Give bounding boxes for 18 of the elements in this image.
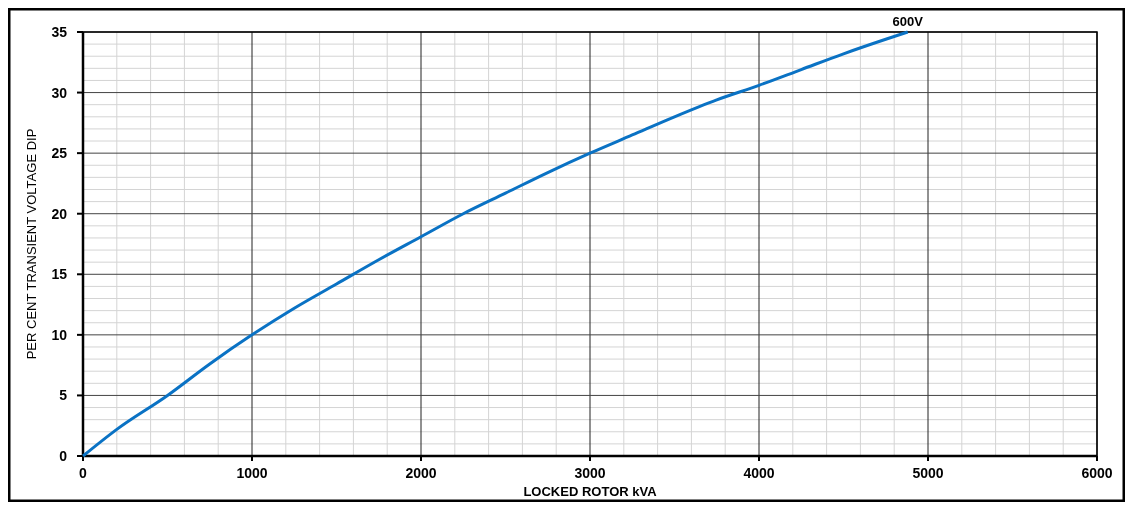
x-tick-label: 1000 xyxy=(236,465,268,481)
x-tick-label: 5000 xyxy=(912,465,944,481)
y-tick-label: 25 xyxy=(51,145,68,162)
x-tick-label: 6000 xyxy=(1081,465,1113,481)
series-label: 600V xyxy=(892,14,924,29)
x-tick-label: 2000 xyxy=(405,465,437,481)
x-tick-label: 3000 xyxy=(574,465,606,481)
y-tick-label: 5 xyxy=(59,387,68,404)
y-axis-title: PER CENT TRANSIENT VOLTAGE DIP xyxy=(24,128,39,360)
y-tick-label: 0 xyxy=(59,448,68,464)
y-tick-label: 10 xyxy=(51,326,68,343)
x-tick-label: 4000 xyxy=(743,465,775,481)
y-tick-label: 20 xyxy=(51,205,68,222)
x-axis-title: LOCKED ROTOR kVA xyxy=(523,484,658,499)
y-tick-label: 35 xyxy=(51,24,68,40)
y-tick-label: 30 xyxy=(51,84,68,101)
y-tick-label: 15 xyxy=(51,266,68,283)
x-tick-label: 0 xyxy=(79,465,88,481)
